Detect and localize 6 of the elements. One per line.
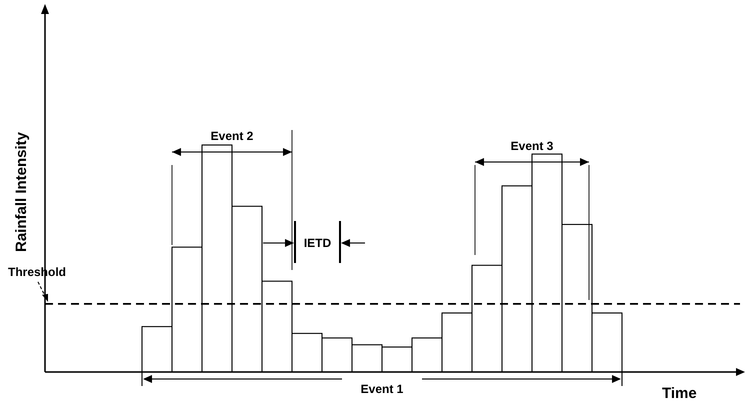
text: Rainfall Intensity [13,131,30,252]
text: Event 1 [360,382,404,396]
annotation: Event 3 [510,139,554,153]
annotation: IETD [304,236,332,250]
text: Event 2 [210,129,254,143]
x-axis-title: Time [662,385,697,402]
